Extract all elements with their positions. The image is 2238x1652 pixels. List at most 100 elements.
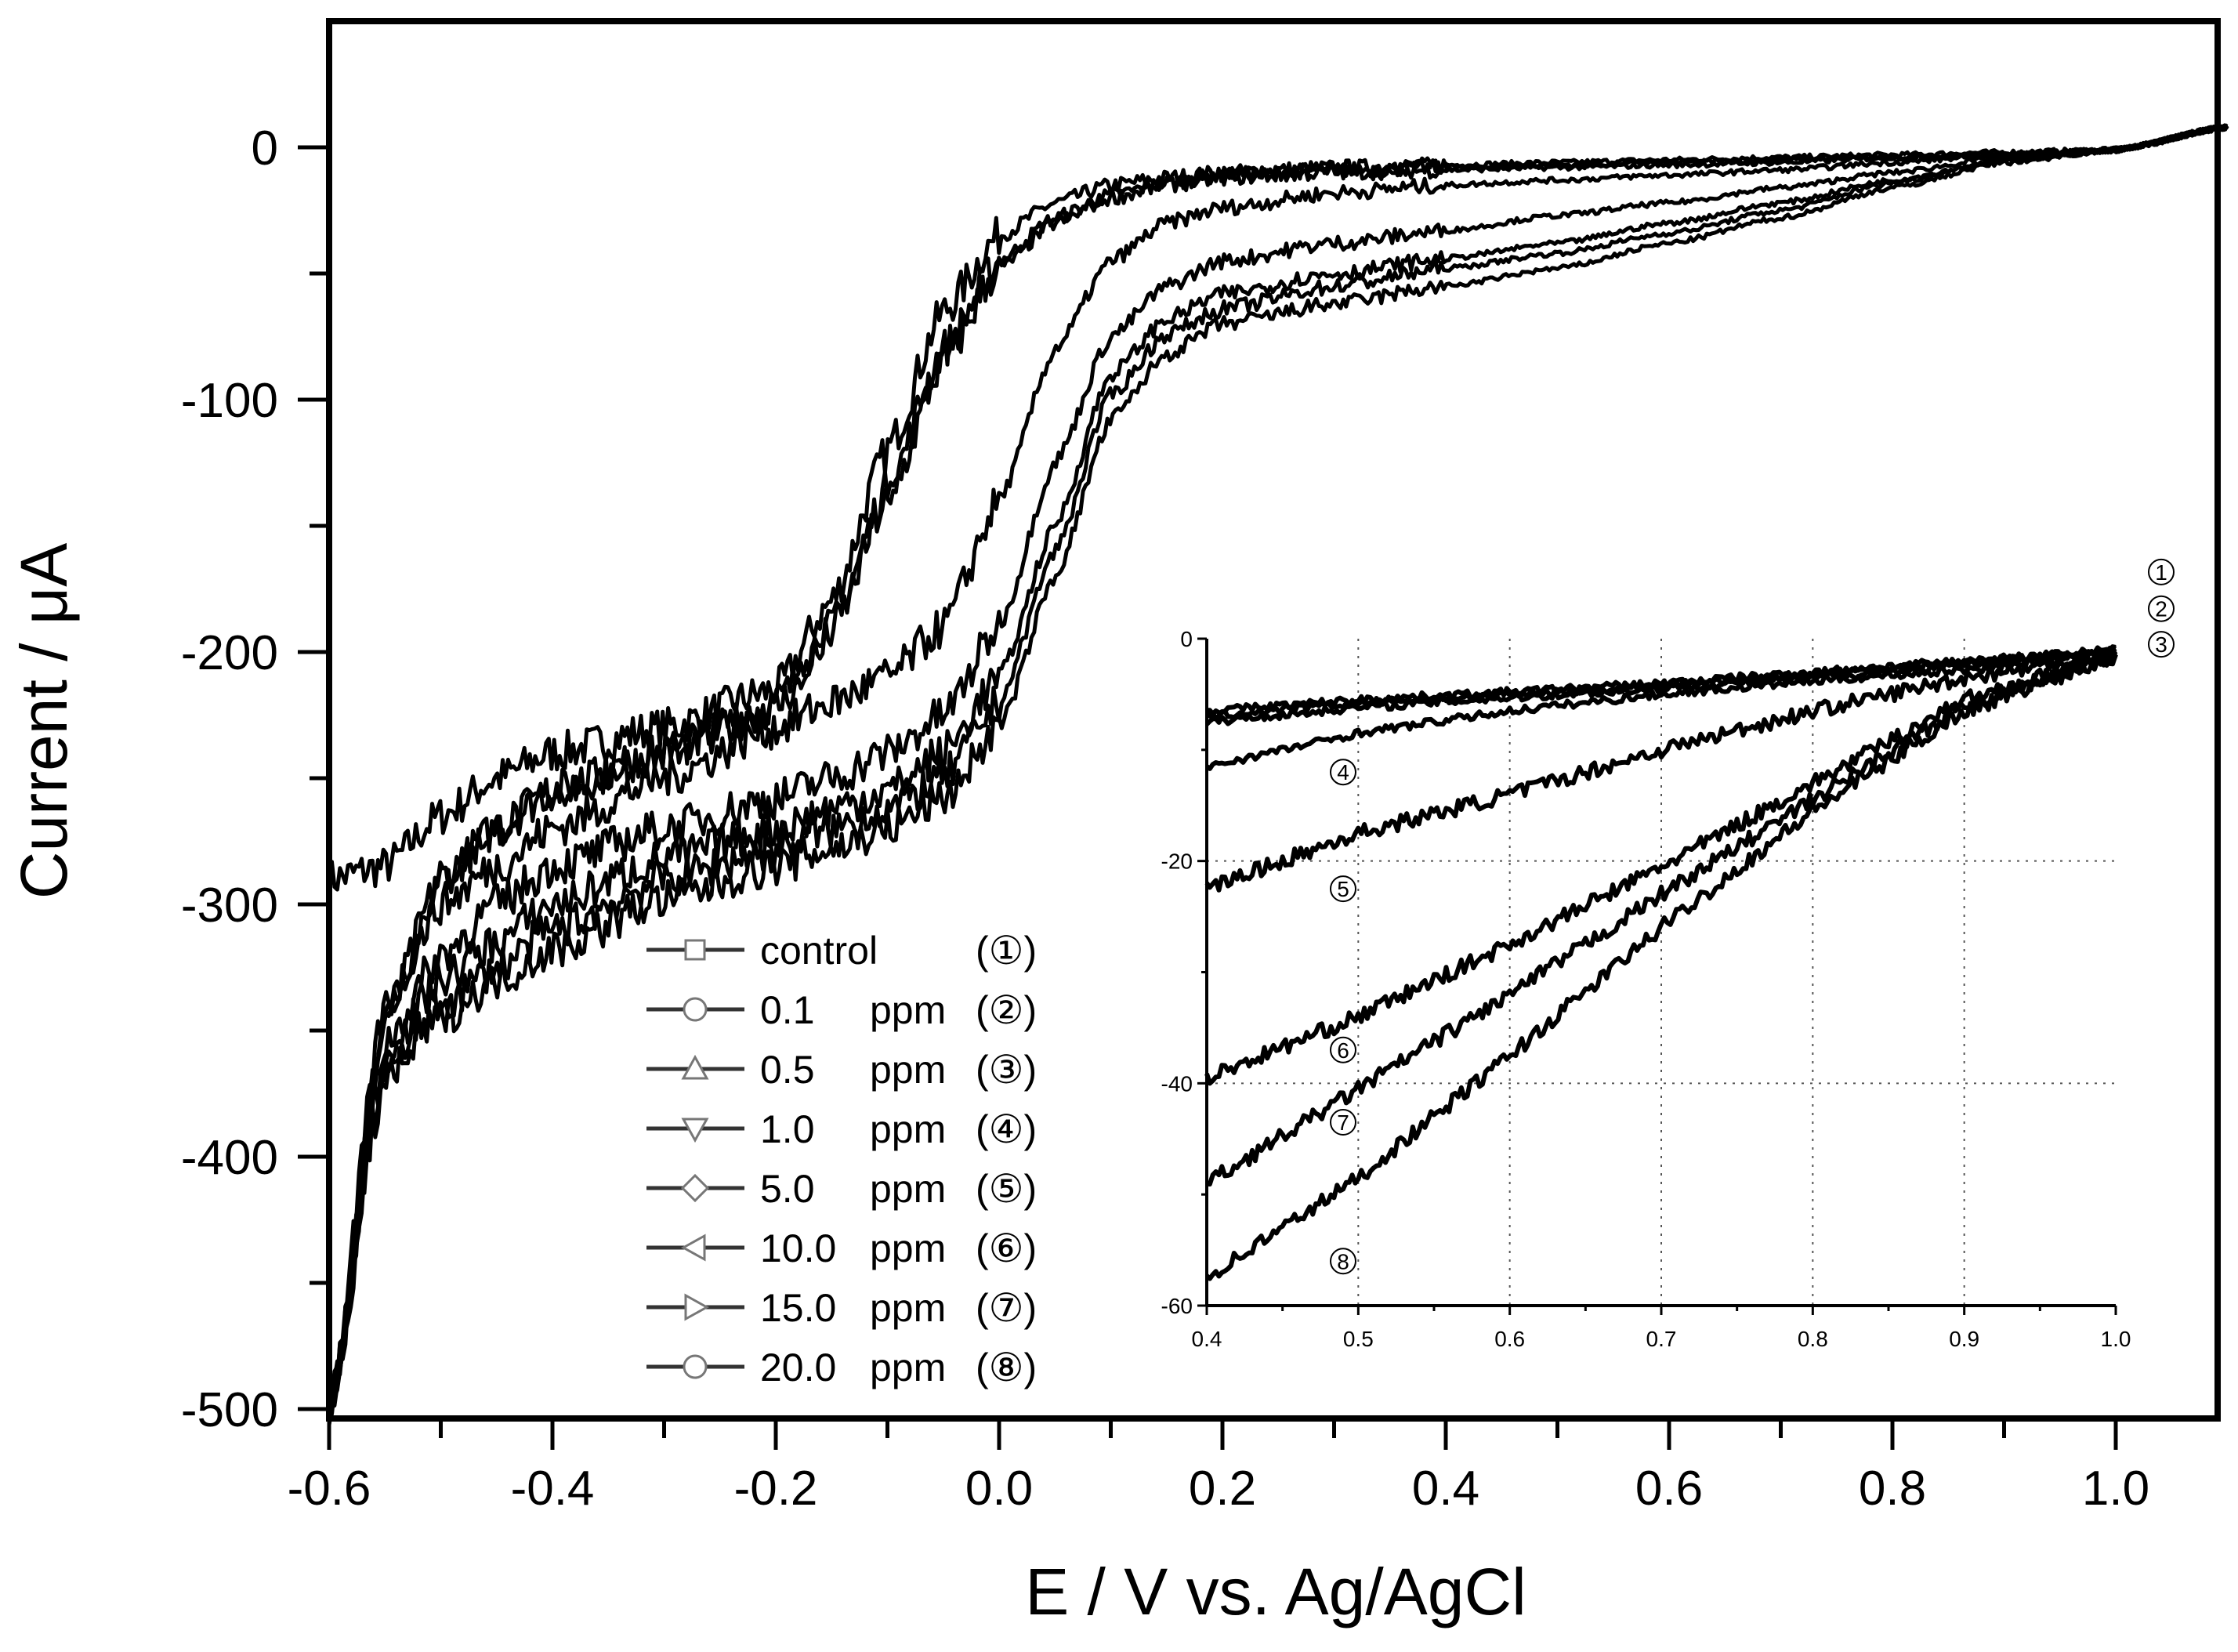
legend-id: (⑤)	[976, 1167, 1037, 1211]
inset-curve-label: 4	[1330, 759, 1356, 786]
circle-marker-icon	[683, 997, 708, 1022]
inset-x-tick-label: 0.7	[1646, 1327, 1677, 1351]
inset-curve-label: 3	[2148, 631, 2175, 658]
y-tick-label: -400	[181, 1131, 278, 1185]
curve-id-circle	[2148, 595, 2175, 622]
legend-label: 5.0	[760, 1167, 815, 1211]
legend: control (①) 0.1 ppm (②) 0.5 ppm (③) 1.0 ppm (④) 5.0…	[646, 929, 1037, 1389]
legend-item: 15.0 ppm (⑦)	[646, 1286, 1037, 1330]
curve-id-circle	[1330, 1108, 1356, 1136]
curve-id-text: 1	[2155, 560, 2167, 585]
inset-plot: 0.4 0.5 0.6 0.7 0.8 0.9 1.0 0 -20 -40 -60 1 2 3 4 5 6 7 8	[1161, 558, 2175, 1351]
triangle-left-marker-icon	[680, 1234, 706, 1262]
y-tick-label: -200	[181, 626, 278, 680]
y-tick-label: -500	[181, 1383, 278, 1437]
series-line-7	[327, 125, 2229, 1410]
inset-x-tick-label: 1.0	[2101, 1327, 2131, 1351]
inset-x-tick-label: 0.5	[1343, 1327, 1374, 1351]
legend-id: (⑥)	[976, 1226, 1037, 1270]
series-line-5	[327, 123, 2229, 1426]
legend-item: 20.0 ppm (⑧)	[646, 1346, 1037, 1389]
inset-curve-label: 8	[1330, 1248, 1356, 1275]
inset-series-line-3	[1204, 647, 2117, 726]
inset-curve-label: 6	[1330, 1036, 1356, 1063]
square-marker-icon	[684, 939, 706, 961]
legend-item: 1.0 ppm (④)	[646, 1107, 1037, 1151]
curve-id-circle	[1330, 1248, 1356, 1275]
legend-label: 0.1	[760, 988, 815, 1032]
curve-id-circle	[1330, 875, 1356, 903]
curve-id-circle	[2148, 631, 2175, 658]
legend-item: 10.0 ppm (⑥)	[646, 1226, 1037, 1270]
diamond-marker-icon	[680, 1173, 710, 1203]
legend-label: 15.0	[760, 1286, 836, 1330]
inset-series-line-4	[1205, 652, 2117, 771]
triangle-right-marker-icon	[684, 1293, 710, 1321]
x-axis-title: E / V vs. Ag/AgCl	[1025, 1555, 1526, 1628]
x-tick-label: 0.0	[965, 1462, 1033, 1516]
legend-unit: ppm	[870, 1167, 946, 1211]
legend-label: 1.0	[760, 1107, 815, 1151]
curve-id-text: 2	[2155, 597, 2167, 621]
x-tick-label: -0.6	[288, 1462, 371, 1516]
x-tick-label: 0.6	[1635, 1462, 1703, 1516]
x-tick-label: -0.4	[511, 1462, 595, 1516]
inset-series-line-6	[1204, 650, 2118, 1086]
legend-unit: ppm	[870, 1107, 946, 1151]
curve-id-text: 8	[1337, 1249, 1349, 1273]
y-tick-label: -300	[181, 879, 278, 933]
legend-unit: ppm	[870, 1346, 946, 1389]
x-tick-label: -0.2	[734, 1462, 818, 1516]
inset-series-line-5	[1204, 648, 2118, 893]
y-axis-title: Current / μA	[7, 543, 81, 900]
inset-series-line-8	[1204, 654, 2118, 1281]
legend-id: (⑧)	[976, 1346, 1037, 1389]
legend-id: (④)	[976, 1107, 1037, 1151]
inset-x-tick-label: 0.4	[1192, 1327, 1222, 1351]
main-plot-curves	[327, 123, 2229, 1426]
inset-y-tick-label: 0	[1180, 627, 1193, 651]
legend-unit: ppm	[870, 988, 946, 1032]
inset-curve-label: 2	[2148, 595, 2175, 622]
y-tick-label: -100	[181, 374, 278, 428]
legend-unit: ppm	[870, 1226, 946, 1270]
inset-curve-label: 5	[1330, 875, 1356, 903]
x-tick-label: 1.0	[2082, 1462, 2149, 1516]
circle-marker-icon	[683, 1354, 708, 1379]
legend-unit: ppm	[870, 1048, 946, 1092]
inset-curve-label: 1	[2148, 558, 2175, 585]
inset-x-tick-label: 0.9	[1949, 1327, 1979, 1351]
curve-id-text: 4	[1337, 760, 1349, 784]
legend-label: 0.5	[760, 1048, 815, 1092]
x-tick-label: 0.2	[1189, 1462, 1256, 1516]
legend-item: 0.5 ppm (③)	[646, 1048, 1037, 1092]
legend-unit: ppm	[870, 1286, 946, 1330]
curve-id-text: 5	[1337, 877, 1349, 901]
x-tick-label: 0.4	[1412, 1462, 1479, 1516]
legend-item: 5.0 ppm (⑤)	[646, 1167, 1037, 1211]
curve-id-text: 3	[2155, 632, 2167, 657]
legend-id: (②)	[976, 988, 1037, 1032]
curve-id-text: 7	[1337, 1110, 1349, 1135]
legend-label: 10.0	[760, 1226, 836, 1270]
inset-y-tick-label: -60	[1161, 1294, 1193, 1318]
inset-curve-label: 7	[1330, 1108, 1356, 1136]
curve-id-text: 6	[1337, 1038, 1349, 1063]
inset-x-tick-label: 0.8	[1798, 1327, 1828, 1351]
legend-id: (③)	[976, 1048, 1037, 1092]
curve-id-circle	[2148, 558, 2175, 585]
legend-id: (①)	[976, 929, 1037, 973]
legend-label: 20.0	[760, 1346, 836, 1389]
legend-item: 0.1 ppm (②)	[646, 988, 1037, 1032]
inset-series-line-7	[1206, 654, 2118, 1186]
legend-label: control	[760, 929, 878, 973]
series-line-4	[327, 124, 2229, 1416]
series-line-8	[327, 124, 2229, 1425]
plot-frame	[326, 18, 2221, 1422]
curve-id-circle	[1330, 759, 1356, 786]
series-line-3	[327, 125, 2229, 1419]
inset-background	[1207, 639, 2116, 1306]
y-tick-label: 0	[252, 121, 278, 176]
inset-y-tick-label: -40	[1161, 1071, 1193, 1096]
main-axes: -0.6 -0.4 -0.2 0.0 0.2 0.4 0.6 0.8 1.0 0 -100 -200 -…	[181, 18, 2221, 1516]
